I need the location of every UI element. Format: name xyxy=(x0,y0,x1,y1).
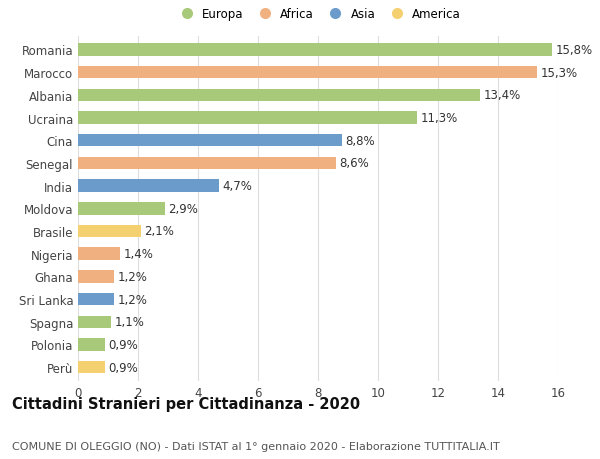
Text: 1,1%: 1,1% xyxy=(115,316,145,329)
Bar xyxy=(78,202,165,215)
Bar xyxy=(78,293,114,306)
Text: COMUNE DI OLEGGIO (NO) - Dati ISTAT al 1° gennaio 2020 - Elaborazione TUTTITALIA: COMUNE DI OLEGGIO (NO) - Dati ISTAT al 1… xyxy=(12,441,500,451)
Bar xyxy=(78,225,141,238)
Text: 8,6%: 8,6% xyxy=(340,157,370,170)
Bar xyxy=(78,248,120,260)
Bar xyxy=(78,361,105,374)
Bar xyxy=(78,134,342,147)
Text: 15,8%: 15,8% xyxy=(556,44,593,57)
Bar xyxy=(78,67,537,79)
Text: 15,3%: 15,3% xyxy=(541,67,578,79)
Bar xyxy=(78,338,105,351)
Text: 11,3%: 11,3% xyxy=(421,112,458,125)
Text: Cittadini Stranieri per Cittadinanza - 2020: Cittadini Stranieri per Cittadinanza - 2… xyxy=(12,396,360,411)
Text: 1,4%: 1,4% xyxy=(124,248,154,261)
Text: 2,1%: 2,1% xyxy=(145,225,175,238)
Text: 0,9%: 0,9% xyxy=(109,338,139,351)
Legend: Europa, Africa, Asia, America: Europa, Africa, Asia, America xyxy=(170,3,466,25)
Text: 0,9%: 0,9% xyxy=(109,361,139,374)
Bar xyxy=(78,112,417,124)
Text: 2,9%: 2,9% xyxy=(169,202,199,215)
Text: 4,7%: 4,7% xyxy=(223,180,253,193)
Bar xyxy=(78,90,480,102)
Text: 1,2%: 1,2% xyxy=(118,270,148,283)
Text: 1,2%: 1,2% xyxy=(118,293,148,306)
Bar xyxy=(78,316,111,328)
Text: 13,4%: 13,4% xyxy=(484,89,521,102)
Bar xyxy=(78,157,336,170)
Bar xyxy=(78,180,219,192)
Bar xyxy=(78,270,114,283)
Bar xyxy=(78,44,552,56)
Text: 8,8%: 8,8% xyxy=(346,134,375,147)
